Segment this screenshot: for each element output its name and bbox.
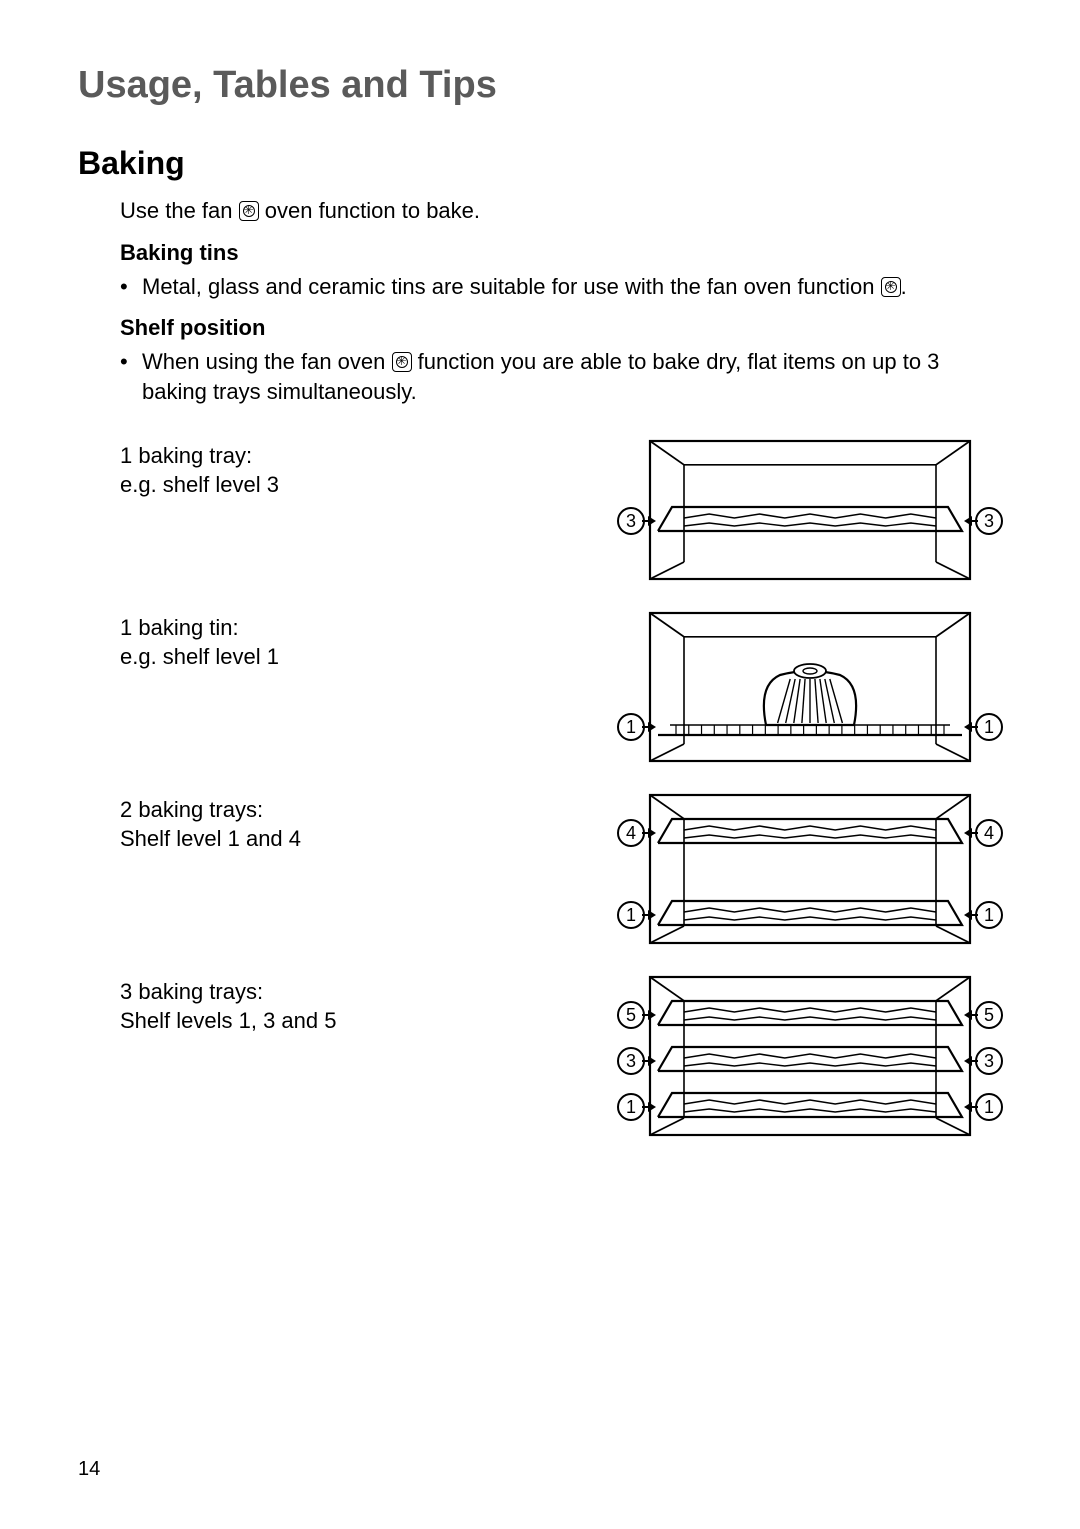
shelf-config-line1: 2 baking trays: xyxy=(120,797,263,822)
svg-text:1: 1 xyxy=(984,905,994,925)
fan-icon xyxy=(881,277,901,297)
shelf-position-heading: Shelf position xyxy=(78,315,1010,341)
fan-icon xyxy=(239,201,259,221)
svg-text:3: 3 xyxy=(626,511,636,531)
page-title: Usage, Tables and Tips xyxy=(78,64,1010,107)
shelf-config-diagram: 33 xyxy=(500,435,1010,585)
shelf-config-line2: Shelf level 1 and 4 xyxy=(120,824,500,854)
shelf-config-label: 1 baking tray:e.g. shelf level 3 xyxy=(120,435,500,500)
shelf-position-bullet: • When using the fan oven function you a… xyxy=(78,347,1010,406)
section-heading: Baking xyxy=(78,145,1010,182)
oven-diagram: 5 5 3 3 1 1 xyxy=(610,971,1010,1141)
shelf-config-diagram: 5 5 3 3 1 1 xyxy=(500,971,1010,1141)
shelf-config-label: 3 baking trays:Shelf levels 1, 3 and 5 xyxy=(120,971,500,1036)
page-number: 14 xyxy=(78,1458,100,1481)
shelf-config: 1 baking tin:e.g. shelf level 111 xyxy=(120,607,1010,767)
oven-diagram: 33 xyxy=(610,435,1010,585)
intro-after: oven function to bake. xyxy=(259,198,480,223)
svg-text:3: 3 xyxy=(984,511,994,531)
bullet-dot: • xyxy=(120,347,142,406)
shelf-config: 2 baking trays:Shelf level 1 and 4 4 4 1 1 xyxy=(120,789,1010,949)
bullet-dot: • xyxy=(120,272,142,302)
shelf-config-line2: Shelf levels 1, 3 and 5 xyxy=(120,1006,500,1036)
baking-tins-heading: Baking tins xyxy=(78,240,1010,266)
svg-text:1: 1 xyxy=(626,905,636,925)
shelf-text-before: When using the fan oven xyxy=(142,349,392,374)
shelf-config-line1: 1 baking tin: xyxy=(120,615,239,640)
baking-tins-text-after: . xyxy=(901,274,907,299)
shelf-config-diagram: 4 4 1 1 xyxy=(500,789,1010,949)
svg-text:4: 4 xyxy=(984,823,994,843)
svg-text:5: 5 xyxy=(984,1005,994,1025)
oven-diagram: 11 xyxy=(610,607,1010,767)
svg-text:4: 4 xyxy=(626,823,636,843)
svg-text:5: 5 xyxy=(626,1005,636,1025)
svg-text:1: 1 xyxy=(626,717,636,737)
shelf-config-diagram: 11 xyxy=(500,607,1010,767)
baking-tins-text-before: Metal, glass and ceramic tins are suitab… xyxy=(142,274,881,299)
shelf-config-line2: e.g. shelf level 1 xyxy=(120,642,500,672)
shelf-config-label: 2 baking trays:Shelf level 1 and 4 xyxy=(120,789,500,854)
svg-text:1: 1 xyxy=(984,1097,994,1117)
svg-text:1: 1 xyxy=(984,717,994,737)
oven-diagram: 4 4 1 1 xyxy=(610,789,1010,949)
fan-icon xyxy=(392,352,412,372)
shelf-config: 3 baking trays:Shelf levels 1, 3 and 555… xyxy=(120,971,1010,1141)
shelf-config-line1: 1 baking tray: xyxy=(120,443,252,468)
intro-before: Use the fan xyxy=(120,198,239,223)
shelf-config-label: 1 baking tin:e.g. shelf level 1 xyxy=(120,607,500,672)
svg-text:3: 3 xyxy=(626,1051,636,1071)
baking-tins-bullet: • Metal, glass and ceramic tins are suit… xyxy=(78,272,1010,302)
shelf-config-line1: 3 baking trays: xyxy=(120,979,263,1004)
shelf-config: 1 baking tray:e.g. shelf level 333 xyxy=(120,435,1010,585)
intro-text: Use the fan oven function to bake. xyxy=(78,196,1010,226)
svg-text:3: 3 xyxy=(984,1051,994,1071)
svg-text:1: 1 xyxy=(626,1097,636,1117)
shelf-config-line2: e.g. shelf level 3 xyxy=(120,470,500,500)
